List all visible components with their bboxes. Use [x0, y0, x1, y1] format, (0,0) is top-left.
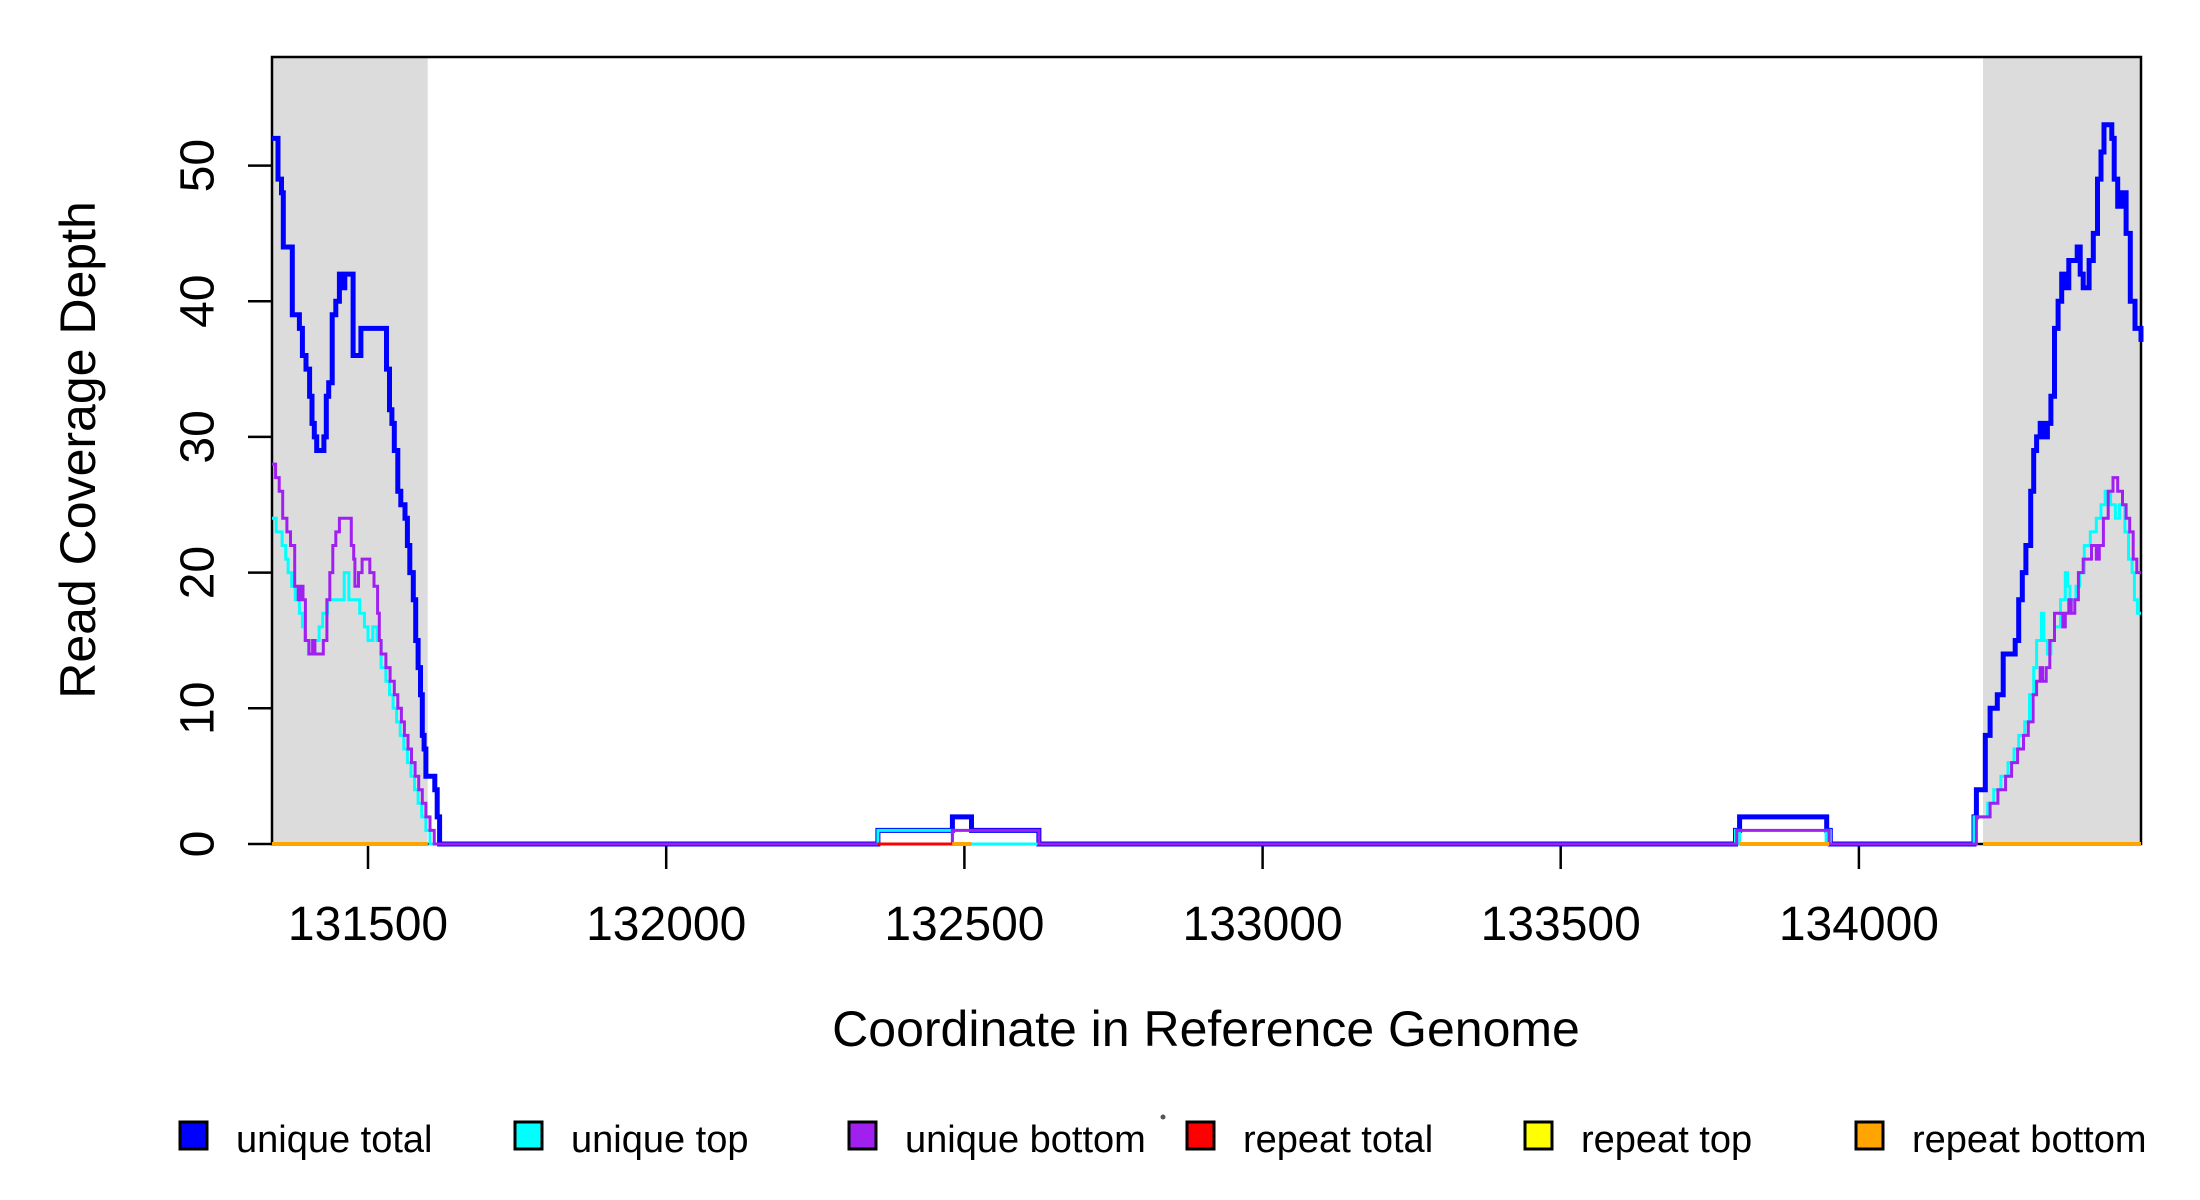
shaded-regions: [272, 57, 2141, 844]
x-axis: [366, 845, 1861, 869]
legend-item-repeat-total: repeat total: [1185, 1119, 1433, 1161]
legend-swatch-unique-total: [178, 1120, 209, 1151]
legend-item-repeat-top: repeat top: [1523, 1119, 1752, 1161]
series-lines: [272, 122, 2144, 847]
x-axis-labels: 131500 132000 132500 133000 133500 13400…: [288, 898, 1939, 951]
y-tick-label: 0: [171, 831, 224, 858]
x-tick-label: 133000: [1183, 898, 1343, 951]
x-tick-label: 131500: [288, 898, 448, 951]
legend-label: repeat top: [1581, 1119, 1752, 1161]
legend-swatch-repeat-top: [1523, 1120, 1554, 1151]
legend-label: unique bottom: [905, 1119, 1146, 1161]
legend-item-unique-total: unique total: [178, 1119, 433, 1161]
y-tick-label: 50: [171, 139, 224, 192]
x-tick-label: 134000: [1779, 898, 1939, 951]
legend-swatch-unique-top: [513, 1120, 544, 1151]
legend-label: unique total: [236, 1119, 433, 1161]
y-axis: [248, 164, 272, 846]
legend-item-repeat-bottom: repeat bottom: [1854, 1119, 2146, 1161]
y-tick-label: 40: [171, 275, 224, 328]
legend-swatch-unique-bottom: [847, 1120, 878, 1151]
x-tick-label: 132000: [586, 898, 746, 951]
x-tick-label: 133500: [1481, 898, 1641, 951]
x-axis-title: Coordinate in Reference Genome: [832, 1001, 1580, 1057]
shaded-region-right: [1983, 57, 2141, 844]
y-tick-label: 10: [171, 682, 224, 735]
y-tick-label: 20: [171, 546, 224, 599]
legend-label: repeat bottom: [1912, 1119, 2146, 1161]
y-axis-labels: 0 10 20 30 40 50: [171, 139, 224, 857]
legend-item-unique-bottom: unique bottom: [847, 1119, 1146, 1161]
stray-dot: [1160, 1114, 1166, 1120]
legend-swatch-repeat-total: [1185, 1120, 1216, 1151]
legend: unique total unique top unique bottom re…: [178, 1114, 2146, 1161]
y-axis-title: Read Coverage Depth: [50, 201, 106, 699]
x-tick-label: 132500: [884, 898, 1044, 951]
legend-swatch-repeat-bottom: [1854, 1120, 1885, 1151]
y-tick-label: 30: [171, 410, 224, 463]
legend-label: repeat total: [1243, 1119, 1433, 1161]
legend-item-unique-top: unique top: [513, 1119, 749, 1161]
legend-label: unique top: [571, 1119, 749, 1161]
series-unique-bottom: [272, 462, 2141, 846]
